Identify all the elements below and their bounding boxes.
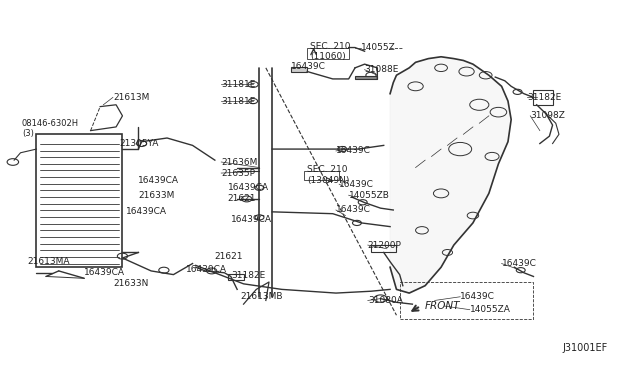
Bar — [304, 171, 339, 180]
Text: 31080A: 31080A — [368, 296, 403, 305]
Text: SEC. 210
(11060): SEC. 210 (11060) — [310, 42, 351, 61]
Bar — [399, 282, 534, 319]
Text: 16439C: 16439C — [339, 180, 374, 189]
Text: 16439CA: 16439CA — [84, 268, 125, 277]
Text: 16439C: 16439C — [291, 61, 326, 71]
Text: FRONT: FRONT — [425, 301, 461, 311]
Text: 16439CA: 16439CA — [186, 264, 227, 273]
Polygon shape — [390, 57, 511, 293]
Text: 14055ZA: 14055ZA — [470, 305, 511, 314]
Text: SEC. 210
(13049N): SEC. 210 (13049N) — [307, 165, 349, 185]
Text: 14055Z: 14055Z — [362, 43, 396, 52]
Text: 16439CA: 16439CA — [125, 207, 166, 217]
Text: 21621: 21621 — [215, 251, 243, 261]
Text: 21633M: 21633M — [138, 191, 175, 200]
Bar — [307, 48, 349, 59]
Text: 14055ZB: 14055ZB — [349, 191, 390, 200]
Bar — [534, 90, 552, 105]
Text: 16439C: 16439C — [336, 147, 371, 155]
Text: 16439CA: 16439CA — [138, 176, 179, 185]
Bar — [36, 134, 122, 267]
Text: 31182E: 31182E — [231, 271, 265, 280]
Bar — [291, 67, 307, 71]
Bar — [355, 76, 378, 79]
Text: J31001EF: J31001EF — [562, 343, 607, 353]
Text: 16439C: 16439C — [460, 292, 495, 301]
Text: 16439CA: 16439CA — [231, 215, 272, 224]
Text: 31182E: 31182E — [527, 93, 561, 102]
Bar — [371, 245, 396, 253]
Text: 21305YA: 21305YA — [119, 139, 159, 148]
Text: 31181E: 31181E — [221, 80, 255, 89]
Text: 16439CA: 16439CA — [228, 183, 269, 192]
Text: 21613M: 21613M — [113, 93, 149, 102]
Text: 21621: 21621 — [228, 195, 256, 203]
Bar — [228, 273, 244, 280]
Text: 31088E: 31088E — [365, 65, 399, 74]
Text: 21633N: 21633N — [113, 279, 148, 288]
Text: 16439C: 16439C — [502, 259, 536, 268]
Text: 31098Z: 31098Z — [531, 111, 565, 121]
Text: 21200P: 21200P — [368, 241, 402, 250]
Text: 31181E: 31181E — [221, 97, 255, 106]
Text: 16439C: 16439C — [336, 205, 371, 215]
Text: 21636M: 21636M — [221, 157, 258, 167]
Text: 21613MB: 21613MB — [241, 292, 283, 301]
Text: 08146-6302H
(3): 08146-6302H (3) — [22, 119, 79, 138]
Text: 21613MA: 21613MA — [27, 257, 69, 266]
Text: 21635P: 21635P — [221, 169, 255, 177]
